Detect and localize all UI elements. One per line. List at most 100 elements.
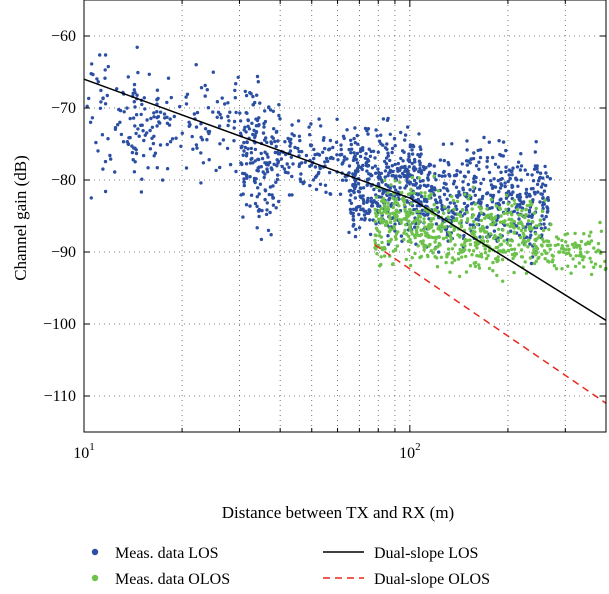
data-point-los [271, 196, 275, 200]
data-point-olos [422, 248, 426, 252]
data-point-olos [550, 253, 554, 257]
data-point-olos [484, 256, 489, 261]
data-point-los [195, 110, 200, 115]
data-point-olos [477, 266, 482, 270]
data-point-olos [406, 192, 411, 196]
data-point-olos [413, 251, 417, 256]
data-point-los [523, 168, 527, 172]
data-point-los [106, 137, 110, 141]
data-point-los [242, 128, 246, 132]
data-point-los [148, 128, 152, 133]
data-point-los [381, 191, 385, 196]
data-point-olos [411, 211, 415, 216]
data-point-los [386, 173, 390, 178]
data-point-los [533, 150, 537, 154]
data-point-los [109, 157, 113, 161]
data-point-los [440, 203, 444, 208]
data-point-los [298, 138, 302, 143]
data-point-los [126, 75, 130, 79]
data-point-los [157, 120, 161, 124]
data-point-olos [395, 244, 400, 248]
data-point-los [274, 130, 279, 134]
data-point-los [339, 147, 343, 152]
data-point-los [353, 126, 357, 130]
legend-marker-los [91, 548, 99, 556]
data-point-los [271, 203, 276, 207]
data-point-los [349, 151, 353, 155]
data-point-olos [453, 258, 457, 262]
data-point-olos [491, 260, 495, 265]
data-point-olos [408, 213, 412, 217]
data-point-los [339, 152, 344, 157]
data-point-los [518, 195, 523, 199]
data-point-los [532, 190, 537, 194]
data-point-los [361, 186, 366, 190]
data-point-los [391, 169, 395, 174]
data-point-los [263, 109, 267, 113]
data-point-olos [393, 199, 398, 203]
data-point-los [355, 133, 359, 138]
data-point-olos [410, 175, 415, 180]
data-point-los [357, 212, 361, 217]
data-point-los [534, 140, 538, 144]
data-point-los [504, 169, 508, 174]
data-point-los [496, 178, 500, 183]
data-point-olos [386, 191, 390, 195]
data-point-olos [446, 247, 451, 251]
data-point-los [497, 139, 501, 143]
data-point-olos [473, 264, 478, 269]
data-point-los [88, 120, 93, 125]
data-point-los [454, 194, 459, 198]
data-point-los [399, 156, 403, 161]
data-point-los [244, 93, 249, 98]
data-point-los [410, 161, 414, 166]
y-axis-title: Channel gain (dB) [11, 155, 30, 281]
data-point-los [194, 125, 199, 129]
data-point-olos [528, 203, 532, 207]
data-point-los [471, 189, 476, 193]
data-point-olos [427, 234, 431, 238]
data-point-los [232, 139, 236, 143]
data-point-los [188, 123, 192, 127]
data-point-los [99, 100, 103, 104]
data-point-los [509, 192, 514, 197]
data-point-olos [599, 229, 604, 233]
data-point-olos [490, 215, 494, 219]
data-point-olos [389, 183, 393, 187]
data-point-olos [589, 239, 594, 243]
data-point-olos [510, 204, 514, 208]
data-point-olos [383, 178, 387, 182]
data-point-los [271, 109, 275, 114]
data-point-los [228, 162, 233, 167]
data-point-olos [566, 264, 570, 268]
data-point-los [131, 116, 136, 120]
data-point-los [115, 87, 119, 91]
data-point-olos [436, 189, 440, 193]
data-point-los [170, 137, 175, 141]
data-point-olos [532, 247, 536, 252]
data-point-los [489, 193, 493, 197]
data-point-los [275, 177, 280, 182]
data-point-olos [577, 244, 582, 248]
data-point-los [150, 125, 155, 129]
data-point-los [538, 171, 543, 175]
data-point-olos [393, 179, 397, 183]
data-point-los [185, 92, 190, 97]
data-point-los [405, 200, 409, 204]
data-point-olos [435, 256, 439, 260]
y-tick-label: −110 [44, 388, 76, 405]
data-point-los [401, 159, 405, 163]
data-point-olos [569, 271, 573, 275]
data-point-olos [508, 224, 512, 229]
data-point-los [249, 157, 253, 161]
data-point-los [542, 222, 546, 226]
data-point-los [351, 214, 355, 218]
data-point-los [228, 110, 232, 114]
data-point-olos [400, 190, 404, 195]
data-point-olos [563, 233, 567, 237]
data-point-los [263, 161, 267, 165]
data-point-los [323, 160, 327, 164]
data-point-los [133, 124, 137, 128]
data-point-olos [531, 251, 535, 255]
data-point-los [439, 200, 443, 205]
